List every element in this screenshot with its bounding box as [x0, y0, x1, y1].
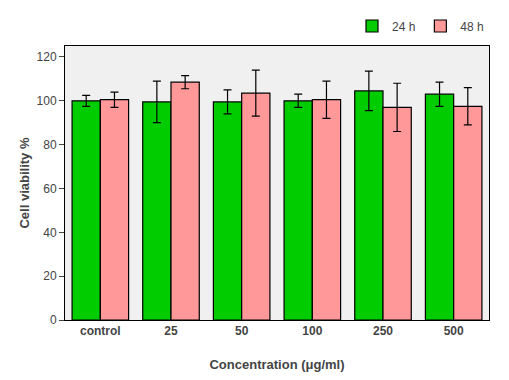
svg-text:100: 100	[302, 324, 322, 338]
svg-text:100: 100	[37, 94, 57, 108]
svg-text:120: 120	[37, 50, 57, 64]
svg-text:60: 60	[43, 182, 57, 196]
svg-text:Cell viability %: Cell viability %	[17, 137, 32, 228]
svg-text:0: 0	[50, 313, 57, 327]
svg-text:250: 250	[373, 324, 393, 338]
svg-text:50: 50	[235, 324, 249, 338]
svg-text:80: 80	[43, 138, 57, 152]
svg-text:500: 500	[444, 324, 464, 338]
svg-text:Concentration (μg/ml): Concentration (μg/ml)	[209, 357, 344, 372]
svg-text:20: 20	[43, 269, 57, 283]
svg-text:40: 40	[43, 226, 57, 240]
svg-text:25: 25	[164, 324, 178, 338]
svg-text:control: control	[80, 324, 121, 338]
svg-text:24 h: 24 h	[392, 20, 415, 34]
svg-text:48 h: 48 h	[460, 20, 483, 34]
